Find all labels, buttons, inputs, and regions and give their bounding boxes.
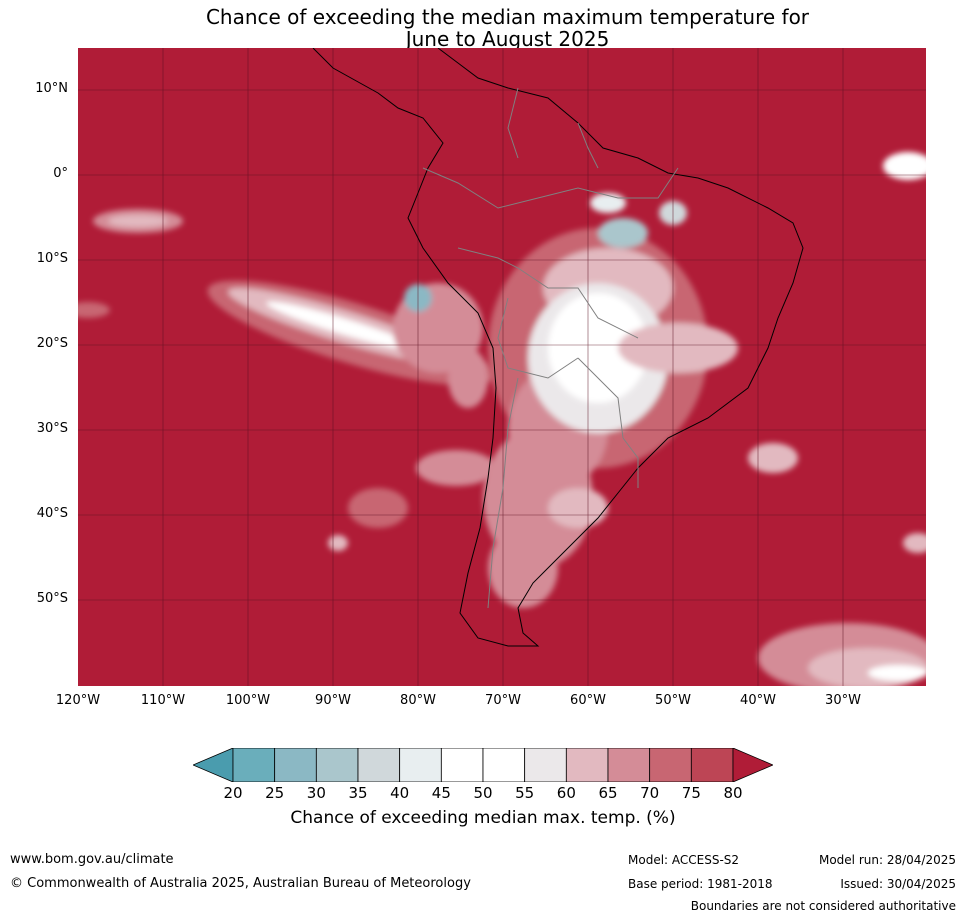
colorbar-tick-label: 60	[556, 784, 576, 802]
pacific-anomaly-band	[78, 209, 496, 551]
website-link[interactable]: www.bom.gov.au/climate	[10, 852, 174, 867]
lon-label-100w: 100°W	[225, 693, 271, 708]
lon-label-90w: 90°W	[315, 693, 351, 708]
colorbar-cell	[565, 748, 609, 782]
colorbar-tick-label: 80	[723, 784, 743, 802]
copyright-text: © Commonwealth of Australia 2025, Austra…	[10, 876, 471, 891]
lon-label-110w: 110°W	[140, 693, 186, 708]
colorbar-label: Chance of exceeding median max. temp. (%…	[290, 808, 676, 828]
base-period: Base period: 1981-2018	[628, 877, 773, 891]
colorbar-tick-label: 25	[265, 784, 285, 802]
south-america-coastline	[312, 48, 804, 647]
continent-anomaly-region	[483, 152, 926, 608]
country-borders	[422, 87, 679, 609]
issued-date: Issued: 30/04/2025	[840, 877, 956, 891]
colorbar-cell	[607, 748, 651, 782]
colorbar-cell	[274, 748, 317, 782]
model-run-date: Model run: 28/04/2025	[818, 853, 956, 867]
colorbar-cell	[524, 748, 567, 782]
colorbar-cell	[690, 748, 734, 782]
colorbar-tick-label: 55	[515, 784, 535, 802]
colorbar-tick-label: 75	[681, 784, 701, 802]
lat-label-0: 0°	[53, 166, 68, 181]
colorbar-tick-label: 30	[306, 784, 326, 802]
lon-label-50w: 50°W	[655, 693, 691, 708]
lat-label-10s: 10°S	[36, 251, 68, 266]
colorbar-cell	[440, 748, 484, 782]
lon-label-80w: 80°W	[400, 693, 436, 708]
colorbar-tick-label: 20	[223, 784, 243, 802]
colorbar-cell	[315, 748, 359, 782]
probability-map	[78, 48, 926, 686]
lat-label-50s: 50°S	[36, 591, 68, 606]
graticule	[78, 48, 926, 686]
colorbar-cell	[399, 748, 442, 782]
map-title-line1: Chance of exceeding the median maximum t…	[205, 5, 810, 29]
colorbar-tick-label: 70	[640, 784, 660, 802]
map-title-line2: June to August 2025	[405, 27, 610, 51]
colorbar	[193, 748, 773, 782]
colorbar-tick-label: 35	[348, 784, 368, 802]
lon-label-70w: 70°W	[485, 693, 521, 708]
lat-label-10n: 10°N	[35, 81, 68, 96]
lat-label-20s: 20°S	[36, 336, 68, 351]
colorbar-high-arrow	[732, 748, 773, 782]
colorbar-cell	[482, 748, 526, 782]
lon-label-60w: 60°W	[570, 693, 606, 708]
boundaries-disclaimer: Boundaries are not considered authoritat…	[690, 899, 956, 913]
colorbar-cell	[357, 748, 401, 782]
lon-label-120w: 120°W	[55, 693, 101, 708]
southern-ocean-anomaly	[758, 623, 926, 686]
colorbar-tick-label: 40	[390, 784, 410, 802]
lon-label-30w: 30°W	[825, 693, 861, 708]
colorbar-cell	[232, 748, 276, 782]
colorbar-tick-label: 65	[598, 784, 618, 802]
model-name: Model: ACCESS-S2	[628, 853, 740, 867]
colorbar-cell	[649, 748, 692, 782]
lat-label-30s: 30°S	[36, 421, 68, 436]
colorbar-tick-label: 45	[431, 784, 451, 802]
colorbar-low-arrow	[193, 748, 234, 782]
colorbar-tick-label: 50	[473, 784, 493, 802]
lat-label-40s: 40°S	[36, 506, 68, 521]
lon-label-40w: 40°W	[740, 693, 776, 708]
